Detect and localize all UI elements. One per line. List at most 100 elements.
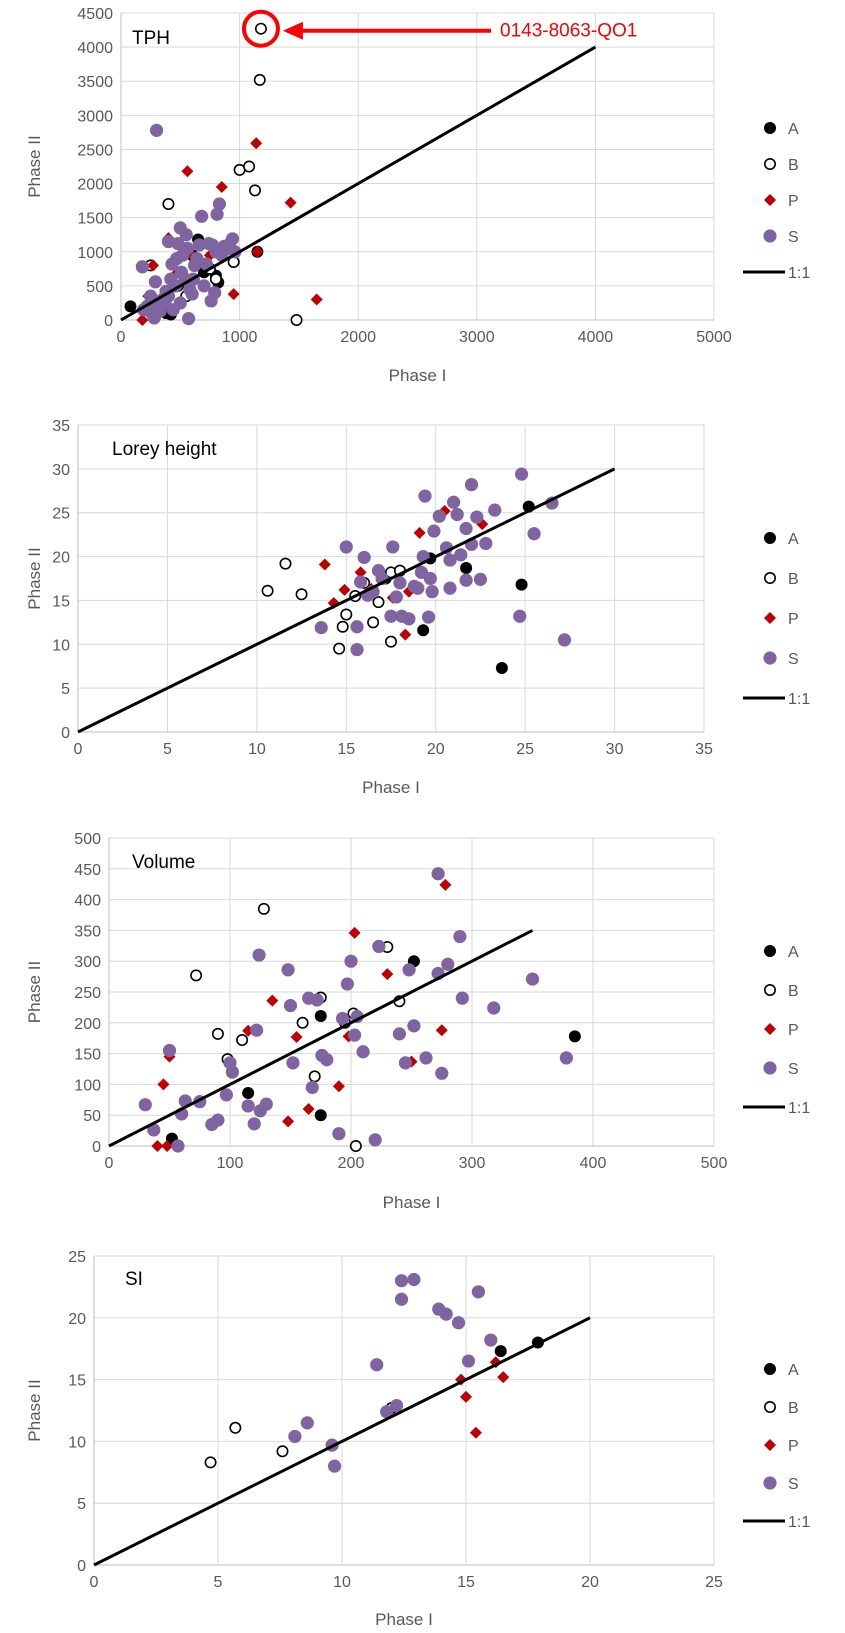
x-tick-label: 20	[427, 741, 445, 758]
marker-p	[266, 994, 279, 1007]
marker-b	[295, 588, 308, 601]
marker-a	[460, 561, 473, 574]
marker-s	[252, 948, 266, 962]
marker-s	[356, 1045, 370, 1059]
legend-marker-a	[764, 945, 776, 957]
marker-p	[181, 165, 194, 178]
legend-item-one-to-one: 1:1	[743, 1100, 810, 1117]
x-tick-label: 300	[459, 1155, 486, 1172]
x-tick-label: 5000	[696, 329, 732, 346]
x-tick-label: 15	[457, 1574, 475, 1591]
marker-s	[402, 963, 416, 977]
marker-s	[487, 1001, 501, 1015]
marker-a	[417, 624, 430, 637]
marker-s	[310, 993, 324, 1007]
legend-label: 1:1	[788, 1100, 810, 1117]
marker-s	[259, 1097, 273, 1111]
y-tick-label: 25	[68, 1249, 86, 1266]
marker-b	[257, 902, 270, 915]
y-axis-title: Phase II	[25, 961, 44, 1023]
legend-marker-s	[763, 651, 777, 665]
y-tick-label: 0	[61, 725, 70, 742]
marker-s	[384, 609, 398, 623]
marker-s	[372, 939, 386, 954]
marker-s	[247, 1117, 261, 1131]
y-tick-label: 20	[68, 1311, 86, 1328]
x-axis-title: Phase I	[375, 1610, 433, 1629]
marker-s	[210, 207, 224, 221]
one-to-one-line	[108, 929, 534, 1148]
marker-b	[261, 584, 274, 597]
marker-s	[435, 1066, 449, 1080]
legend-label: A	[788, 531, 799, 548]
marker-p	[302, 1103, 315, 1116]
marker-p	[438, 504, 451, 517]
marker-s	[427, 524, 441, 538]
marker-s	[513, 609, 527, 623]
marker-s	[407, 1019, 421, 1033]
marker-p	[136, 314, 149, 326]
legend-marker-b	[763, 1401, 776, 1414]
marker-s	[332, 1127, 346, 1141]
marker-b	[236, 1034, 249, 1047]
marker-s	[473, 572, 488, 586]
marker-s	[441, 957, 455, 971]
x-tick-label: 200	[338, 1155, 365, 1172]
marker-s	[418, 489, 432, 503]
marker-s	[407, 1272, 421, 1287]
x-axis-title: Phase I	[362, 778, 420, 797]
marker-s	[459, 521, 473, 536]
marker-s	[225, 1065, 240, 1079]
marker-p	[413, 526, 426, 539]
legend-item-s: S	[763, 1061, 799, 1078]
legend-item-b: B	[763, 157, 799, 174]
marker-b	[333, 642, 346, 655]
marker-s	[423, 571, 437, 586]
marker-s	[197, 279, 211, 293]
marker-s	[557, 633, 572, 647]
marker-s	[527, 527, 541, 541]
marker-s	[212, 197, 227, 211]
marker-s	[525, 972, 540, 986]
marker-s	[559, 1051, 573, 1065]
marker-s	[350, 642, 364, 657]
marker-p	[460, 1390, 472, 1403]
y-tick-label: 500	[86, 279, 113, 296]
marker-s	[339, 540, 353, 554]
marker-p	[290, 1030, 303, 1043]
marker-b	[190, 969, 203, 982]
legend-marker-a	[764, 122, 776, 134]
legend-marker-s	[763, 229, 777, 243]
marker-b	[211, 1027, 224, 1040]
marker-a	[568, 1030, 581, 1043]
y-tick-label: 100	[74, 1077, 101, 1094]
marker-s	[402, 612, 416, 626]
marker-s	[471, 1285, 485, 1299]
marker-p	[215, 180, 228, 193]
legend-item-p: P	[764, 1438, 799, 1455]
marker-s	[173, 296, 187, 310]
legend-item-p: P	[764, 1022, 799, 1039]
marker-b	[229, 1421, 242, 1434]
marker-p	[439, 878, 452, 891]
y-tick-label: 30	[52, 462, 70, 479]
legend-label: S	[788, 651, 799, 668]
marker-p	[147, 259, 160, 272]
marker-p	[310, 293, 323, 306]
x-tick-label: 10	[333, 1574, 351, 1591]
x-tick-label: 0	[74, 741, 83, 758]
marker-s	[368, 1133, 382, 1147]
y-tick-label: 450	[74, 862, 101, 879]
marker-p	[151, 1140, 164, 1152]
x-tick-label: 0	[90, 1574, 99, 1591]
y-tick-label: 250	[74, 985, 101, 1002]
marker-b	[340, 608, 353, 621]
legend-item-s: S	[763, 651, 799, 668]
y-tick-label: 4500	[77, 6, 113, 23]
marker-b	[290, 313, 303, 326]
marker-s	[195, 209, 209, 223]
marker-s	[138, 1098, 152, 1112]
marker-b	[209, 273, 222, 286]
marker-s	[350, 620, 364, 634]
